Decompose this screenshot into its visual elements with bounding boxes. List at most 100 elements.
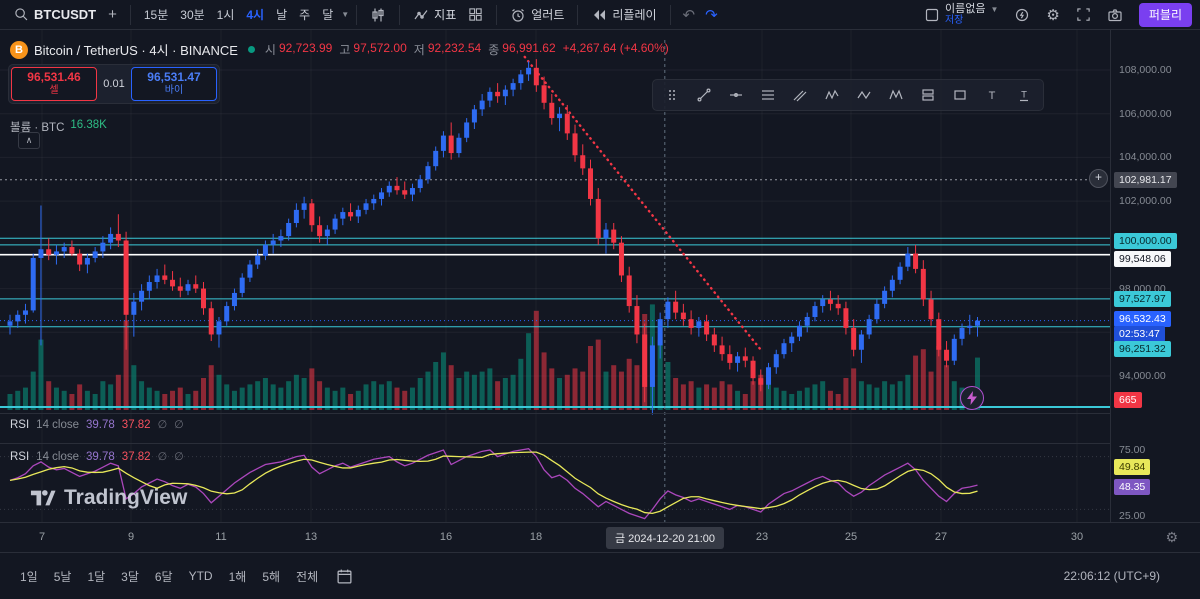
hide-indicator-icon[interactable]: ∅ [157, 419, 168, 431]
price-axis-label: 665 [1114, 392, 1142, 409]
rsi-value: 39.78 [86, 450, 115, 463]
add-alert-button[interactable]: + [1089, 169, 1108, 188]
fib-retracement-icon [762, 90, 774, 100]
trade-panel: 96,531.46 셀 0.01 96,531.47 바이 [8, 64, 220, 104]
toolbar-separator [356, 4, 358, 25]
indicator-menu-icon[interactable]: ∅ [174, 451, 184, 463]
range-button-1해[interactable]: 1해 [228, 569, 247, 584]
fullscreen-icon [1077, 8, 1090, 21]
range-button-YTD[interactable]: YTD [188, 569, 213, 583]
rsi-title: RSI [10, 450, 30, 463]
tool-xabcd-pattern[interactable] [881, 82, 911, 108]
chart-type-button[interactable] [364, 3, 392, 27]
high-label: 고 [339, 43, 351, 57]
time-tick: 27 [934, 531, 948, 543]
volume-legend[interactable]: 볼륨 · BTC 16.38K [10, 119, 107, 135]
symbol-search-button[interactable]: BTCUSDT [8, 3, 102, 27]
range-button-3달[interactable]: 3달 [121, 569, 139, 584]
alarm-clock-icon [512, 8, 525, 22]
price-axis-label: 104,000.00 [1119, 151, 1172, 164]
undo-button[interactable]: ↶ [682, 6, 696, 24]
interval-button-달[interactable]: 달 [322, 8, 334, 22]
interval-button-15분[interactable]: 15분 [143, 8, 169, 22]
chevron-down-icon[interactable]: ▼ [341, 10, 350, 19]
collapse-legend-button[interactable]: ∧ [18, 132, 40, 149]
interval-button-주[interactable]: 주 [299, 8, 311, 22]
axis-settings-gear-icon[interactable]: ⚙ [1165, 529, 1178, 545]
session-clock[interactable]: 22:06:12 (UTC+9) [1063, 569, 1160, 583]
symbol-title[interactable]: Bitcoin / TetherUS · 4시 · BINANCE [34, 43, 238, 58]
tool-long-position[interactable] [913, 82, 943, 108]
price-axis[interactable]: 108,000.00 106,000.00 104,000.00 102,981.17… [1110, 30, 1200, 552]
toolbar-separator [129, 4, 131, 25]
market-open-dot [247, 46, 255, 53]
volume-value: 16.38K [70, 119, 107, 131]
tool-drag-handle[interactable] [657, 82, 687, 108]
interval-button-30분[interactable]: 30분 [180, 8, 205, 22]
chevron-down-icon: ▼ [990, 4, 999, 14]
publish-label: 퍼블리 [1148, 8, 1182, 22]
rsi-params: 14 close [36, 418, 80, 431]
tool-trend-line[interactable] [689, 82, 719, 108]
buy-label: 바이 [164, 85, 184, 96]
replay-button[interactable]: 리플레이 [585, 3, 662, 27]
price-axis-label: 102,981.17 [1114, 171, 1177, 188]
tool-text[interactable]: T [977, 82, 1007, 108]
trend-line-icon [697, 88, 711, 102]
pane-separator[interactable] [0, 443, 1110, 444]
quick-action-button[interactable] [1008, 3, 1036, 27]
price-axis-label: 25.00 [1119, 510, 1146, 522]
quick-action-icon [1016, 8, 1029, 21]
range-button-6달[interactable]: 6달 [154, 569, 173, 584]
tool-abcd-pattern[interactable] [849, 82, 879, 108]
chart-settings-button[interactable]: ⚙ [1040, 3, 1065, 27]
tool-horizontal-line[interactable] [721, 82, 751, 108]
interval-button-날[interactable]: 날 [276, 8, 288, 22]
goto-date-button[interactable] [336, 568, 353, 585]
rsi-ma-value: 37.82 [121, 450, 151, 463]
indicators-button[interactable]: 지표 [407, 3, 462, 27]
rsi-pane-1-header[interactable]: RSI 14 close 39.78 37.82 ∅ ∅ [10, 418, 184, 432]
tool-anchored-text[interactable]: T [1009, 82, 1039, 108]
publish-button[interactable]: 퍼블리 [1138, 2, 1192, 27]
time-axis[interactable]: 7 9 11 13 16 18 23 25 27 30 금 2024-12-20 21:00 ⚙ [0, 522, 1200, 553]
price-axis-label: 106,000.00 [1119, 107, 1172, 120]
tool-fib-retracement[interactable] [753, 82, 783, 108]
fullscreen-button[interactable] [1070, 3, 1097, 27]
range-button-1일[interactable]: 1일 [20, 569, 38, 584]
range-button-5날[interactable]: 5날 [53, 569, 72, 584]
save-button[interactable]: 저장 [944, 14, 964, 26]
gear-icon: ⚙ [1046, 6, 1060, 24]
indicator-menu-icon[interactable]: ∅ [174, 419, 184, 431]
tradingview-watermark: TradingView [30, 486, 187, 510]
range-button-5해[interactable]: 5해 [262, 569, 281, 584]
indicators-icon [414, 9, 428, 19]
compare-add-button[interactable]: + [102, 3, 123, 27]
replay-label: 리플레이 [612, 8, 657, 22]
price-axis-label: 02:53:47 [1114, 325, 1165, 342]
tool-elliott-wave[interactable] [817, 82, 847, 108]
sell-button[interactable]: 96,531.46 셀 [11, 67, 97, 101]
rsi-pane-2-header[interactable]: RSI 14 close 39.78 37.82 ∅ ∅ [10, 450, 184, 464]
price-axis-label: 100,000.00 [1114, 232, 1177, 249]
range-button-1달[interactable]: 1달 [87, 569, 106, 584]
top-toolbar: BTCUSDT + 15분 30분 1시 4시 날 주 달 ▼ 지표 [0, 0, 1200, 30]
tool-parallel-channel[interactable] [785, 82, 815, 108]
pane-separator[interactable] [0, 413, 1110, 414]
range-button-전체[interactable]: 전체 [296, 569, 319, 584]
hide-indicator-icon[interactable]: ∅ [157, 451, 168, 463]
buy-button[interactable]: 96,531.47 바이 [131, 67, 217, 101]
indicator-templates-button[interactable] [462, 3, 489, 27]
interval-button-1시[interactable]: 1시 [216, 8, 235, 22]
redo-button[interactable]: ↷ [705, 6, 718, 24]
candlestick-icon [372, 8, 384, 21]
high-value: 97,572.00 [353, 41, 407, 55]
interval-button-4시[interactable]: 4시 [246, 8, 265, 22]
quick-trade-badge[interactable] [960, 386, 984, 410]
layout-button[interactable]: 이름없음 ▼ 저장 [918, 3, 1004, 27]
tool-rectangle[interactable] [945, 82, 975, 108]
snapshot-button[interactable] [1101, 3, 1129, 27]
alert-button[interactable]: 얼러트 [504, 3, 570, 27]
volume-label: 볼륨 · BTC [10, 122, 65, 134]
